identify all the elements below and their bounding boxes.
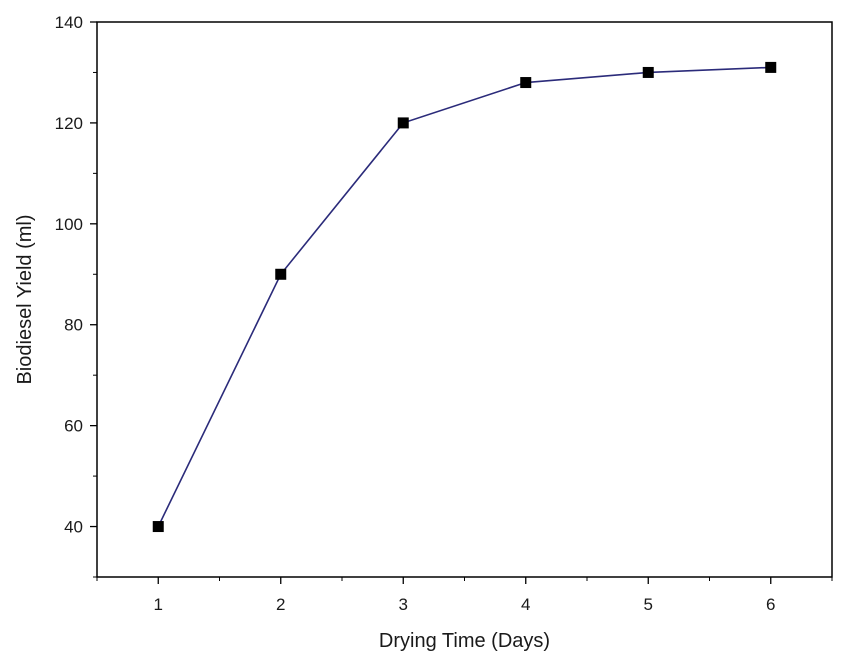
data-point-marker — [765, 61, 777, 73]
x-tick-label: 1 — [154, 595, 163, 614]
series-layer — [152, 61, 777, 533]
y-axis-title: Biodiesel Yield (ml) — [14, 214, 36, 384]
y-tick-label: 60 — [64, 417, 83, 436]
x-tick-label: 5 — [644, 595, 653, 614]
x-tick-label: 4 — [521, 595, 530, 614]
series-line — [157, 66, 771, 527]
y-axis: 40 60 80 100 120 140 — [55, 13, 97, 578]
data-point-marker — [642, 66, 654, 78]
data-point-marker — [397, 117, 409, 129]
x-axis-title: Drying Time (Days) — [379, 630, 550, 652]
y-tick-label: 140 — [55, 13, 83, 32]
data-point-marker — [152, 521, 164, 533]
x-axis: 1 2 3 4 5 6 — [96, 577, 833, 614]
x-tick-label: 3 — [399, 595, 408, 614]
x-tick-label: 2 — [276, 595, 285, 614]
plot-frame — [96, 21, 833, 578]
data-point-marker — [275, 268, 287, 280]
y-tick-label: 120 — [55, 114, 83, 133]
y-tick-label: 100 — [55, 215, 83, 234]
plot-area: 1 2 3 4 5 6 40 60 80 100 120 140 — [55, 13, 833, 614]
x-tick-label: 6 — [766, 595, 775, 614]
y-tick-label: 80 — [64, 316, 83, 335]
data-point-marker — [520, 77, 532, 89]
y-tick-label: 40 — [64, 518, 83, 537]
